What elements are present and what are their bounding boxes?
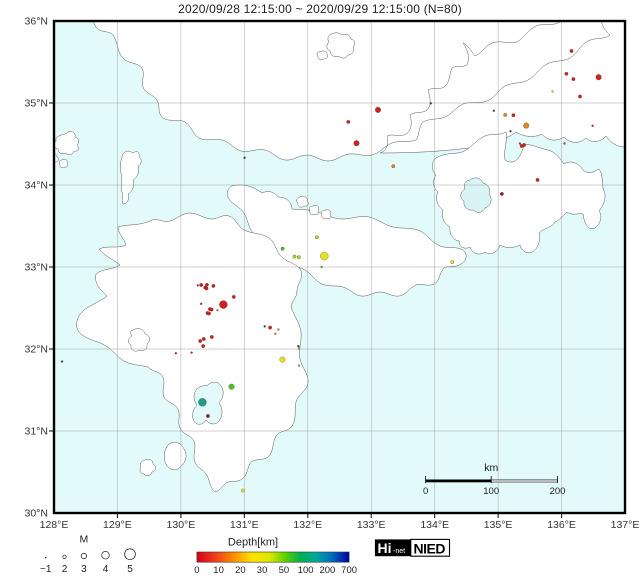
svg-text:30°N: 30°N [25,508,48,520]
svg-text:2: 2 [62,564,68,575]
svg-text:700: 700 [341,565,357,576]
svg-text:133°E: 133°E [357,519,386,531]
svg-text:~1: ~1 [40,564,52,575]
svg-text:-net: -net [393,548,405,555]
svg-text:136°E: 136°E [547,519,576,531]
svg-text:135°E: 135°E [484,519,513,531]
svg-text:NIED: NIED [414,541,446,557]
svg-text:200: 200 [550,486,566,497]
svg-text:4: 4 [103,564,109,575]
svg-text:32°N: 32°N [25,344,48,356]
svg-text:33°N: 33°N [25,262,48,274]
svg-text:Depth[km]: Depth[km] [228,537,278,549]
svg-text:0: 0 [423,486,428,497]
svg-text:34°N: 34°N [25,180,48,192]
svg-text:km: km [484,462,498,474]
svg-text:100: 100 [298,565,314,576]
svg-text:131°E: 131°E [230,519,259,531]
svg-text:128°E: 128°E [40,519,69,531]
svg-text:Hi: Hi [378,540,392,556]
svg-text:130°E: 130°E [167,519,196,531]
svg-text:31°N: 31°N [25,426,48,438]
svg-text:100: 100 [483,486,499,497]
svg-text:129°E: 129°E [103,519,132,531]
svg-text:132°E: 132°E [293,519,322,531]
svg-text:50: 50 [279,565,290,576]
svg-text:20: 20 [235,565,246,576]
svg-text:36°N: 36°N [25,16,48,28]
svg-text:10: 10 [213,565,224,576]
svg-text:3: 3 [81,564,87,575]
svg-text:137°E: 137°E [611,519,640,531]
svg-text:0: 0 [194,565,199,576]
svg-text:M: M [80,534,89,546]
svg-text:5: 5 [127,564,133,575]
svg-text:200: 200 [319,565,335,576]
svg-text:30: 30 [257,565,268,576]
svg-text:35°N: 35°N [25,98,48,110]
svg-text:134°E: 134°E [420,519,449,531]
